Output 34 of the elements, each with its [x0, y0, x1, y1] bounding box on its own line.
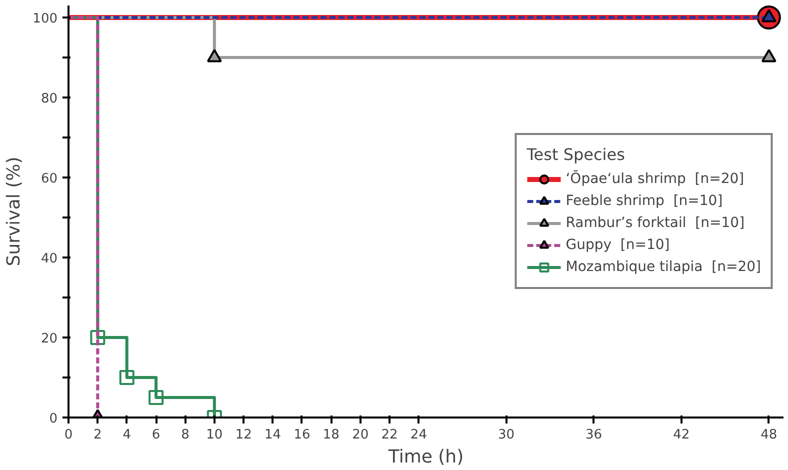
x-axis-title: Time (h): [387, 446, 464, 468]
point: [90, 330, 106, 345]
point: [148, 390, 164, 405]
y-tick-label: 100: [32, 12, 58, 26]
x-tick-label: 4: [122, 428, 132, 442]
x-tick-label: 30: [498, 428, 515, 442]
x-tick-label: 2: [94, 428, 102, 442]
x-tick-label: 20: [352, 428, 369, 442]
x-tick-label: 22: [381, 428, 398, 442]
legend-title: Test Species: [526, 145, 626, 164]
y-tick-label: 60: [40, 172, 58, 186]
x-tick-label: 16: [294, 428, 310, 442]
x-tick-label: 42: [673, 428, 690, 442]
x-tick-label: 12: [235, 428, 252, 442]
x-tick-label: 36: [586, 428, 602, 442]
x-tick-label: 14: [264, 428, 282, 442]
x-tick-label: 24: [410, 428, 427, 442]
y-tick-label: 40: [40, 252, 58, 266]
legend-label: Rambur’s forktail [n=10]: [566, 215, 745, 231]
x-tick-label: 6: [152, 428, 160, 442]
legend-label: Feeble shrimp [n=10]: [566, 193, 723, 209]
x-tick-label: 48: [760, 428, 778, 442]
y-tick-label: 80: [40, 92, 58, 106]
x-tick-label: 18: [322, 428, 340, 442]
x-tick-label: 10: [206, 428, 223, 442]
point: [119, 370, 134, 385]
x-tick-label: 8: [181, 428, 190, 442]
legend-label: Guppy [n=10]: [566, 237, 670, 253]
y-axis-title: Survival (%): [4, 156, 25, 266]
legend-label: ‘Ōpae‘ula shrimp [n=20]: [566, 171, 744, 187]
legend-label: Mozambique tilapia [n=20]: [566, 259, 761, 275]
y-tick-label: 20: [40, 332, 58, 346]
y-tick-label: 0: [49, 412, 58, 426]
x-tick-label: 0: [64, 428, 73, 442]
